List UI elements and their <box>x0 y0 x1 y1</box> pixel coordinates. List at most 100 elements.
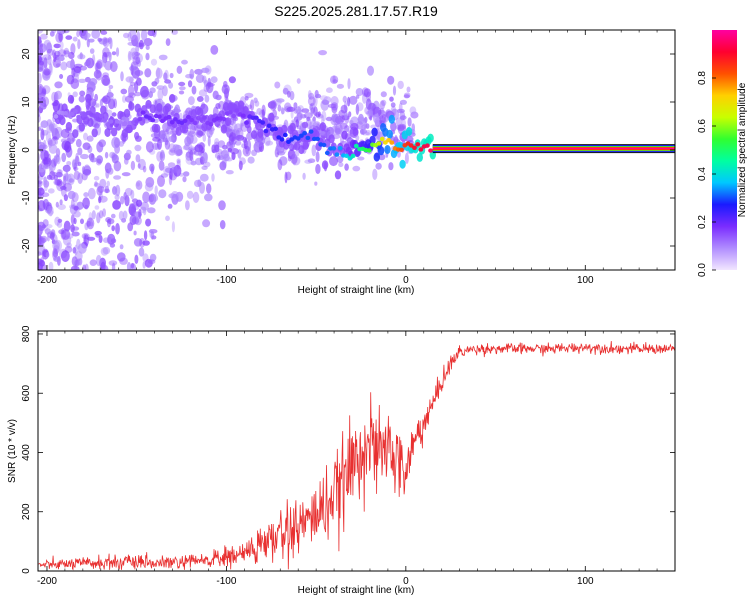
spectrogram-noise-blob <box>71 67 76 78</box>
spectrogram-noise-blob <box>119 244 124 250</box>
spectrogram-noise-blob <box>56 56 65 61</box>
spectrogram-noise-blob <box>395 117 403 126</box>
spectrogram-noise-blob <box>370 124 377 129</box>
spectrogram-ridge-peak <box>173 117 178 122</box>
spectrogram-noise-blob <box>179 86 186 91</box>
spectrogram-noise-blob <box>309 103 314 111</box>
spectrogram-noise-blob <box>375 162 382 170</box>
spectrogram-noise-blob <box>336 83 344 89</box>
spectrogram-noise-blob <box>121 218 127 223</box>
spectrogram-noise-blob <box>86 236 96 241</box>
spectrogram-ridge-halo <box>405 127 413 136</box>
spectrogram-ridge-peak <box>286 139 291 144</box>
spectrogram-noise-blob <box>95 158 102 166</box>
spectrogram-noise-blob <box>78 78 87 83</box>
spectrogram-noise-blob <box>301 121 309 129</box>
spectrogram-noise-blob <box>72 226 80 231</box>
spectrogram-noise-blob <box>277 159 283 171</box>
spectrogram-noise-blob <box>85 57 95 69</box>
spectrogram-noise-blob <box>186 190 194 199</box>
spectrogram-ridge-halo <box>427 133 434 143</box>
snr-x-axis-label: Height of straight line (km) <box>298 585 415 596</box>
spectrogram-ridge-peak <box>331 146 337 151</box>
spectrogram-noise-blob <box>60 61 68 71</box>
spectrogram-noise-blob <box>63 50 70 55</box>
spectrogram-noise-blob <box>38 179 43 185</box>
spectrogram-noise-blob <box>38 42 42 50</box>
spectrogram-noise-blob <box>347 78 351 90</box>
spectrogram-noise-blob <box>57 204 66 210</box>
spectrogram-noise-blob <box>308 92 315 100</box>
spectrogram-noise-blob <box>234 140 242 146</box>
spectrogram-noise-blob <box>151 81 158 87</box>
spectrogram-noise-blob <box>127 31 132 42</box>
spectrogram-noise-blob <box>318 50 327 56</box>
spectrogram-noise-blob <box>201 147 205 154</box>
spectrogram-noise-blob <box>70 265 80 270</box>
spectrogram-ridge-halo <box>250 130 258 140</box>
spectrogram-noise-blob <box>68 178 75 183</box>
spectrogram-noise-blob <box>39 142 44 149</box>
spectrogram-noise-blob <box>158 189 167 199</box>
spectrogram-noise-blob <box>46 205 51 215</box>
spectrogram-noise-blob <box>198 89 208 97</box>
spectrogram-noise-blob <box>367 65 374 76</box>
spectrogram-noise-blob <box>128 84 135 97</box>
spectrogram-ridge-peak <box>53 114 59 119</box>
spectrogram-ridge-peak <box>260 120 266 125</box>
spectrogram-noise-blob <box>253 97 258 104</box>
spectrogram-noise-blob <box>307 158 316 163</box>
spectrogram-ridge-peak <box>234 108 240 113</box>
spectrogram-noise-blob <box>150 230 155 240</box>
spectrogram-noise-blob <box>47 55 52 66</box>
spectrogram-noise-blob <box>107 167 114 175</box>
spectrogram-noise-blob <box>38 30 44 34</box>
spectrogram-noise-blob <box>335 125 341 136</box>
spectrogram-noise-blob <box>40 128 45 141</box>
spectrogram-noise-blob <box>365 130 372 136</box>
spectrogram-ridge-peak <box>182 118 188 124</box>
spectrogram-noise-blob <box>109 37 113 50</box>
spectrogram-noise-blob <box>144 68 152 78</box>
spectrogram-noise-blob <box>140 85 149 98</box>
spectrogram-noise-blob <box>100 261 106 270</box>
spectrogram-noise-blob <box>373 113 380 124</box>
spectrogram-ridge-peak <box>315 136 320 142</box>
spectrogram-noise-blob <box>411 123 416 133</box>
spectrogram-noise-blob <box>46 42 53 54</box>
spectrogram-noise-blob <box>43 176 47 186</box>
spectrogram-noise-blob <box>299 122 305 133</box>
spectrogram-noise-blob <box>49 31 55 37</box>
spectrogram-ridge-halo <box>181 124 189 134</box>
spectrogram-noise-blob <box>55 32 64 43</box>
spectrogram-noise-blob <box>176 158 181 164</box>
spectrogram-noise-blob <box>82 264 87 270</box>
spectrogram-noise-blob <box>330 125 339 136</box>
spectrogram-ridge-peak <box>379 136 385 142</box>
spectrogram-noise-blob <box>143 38 153 46</box>
spectrogram-y-tick-label: -20 <box>21 238 32 253</box>
spectrogram-noise-blob <box>96 141 104 153</box>
spectrogram-ridge-halo <box>416 152 423 162</box>
spectrogram-noise-blob <box>107 95 115 107</box>
spectrogram-noise-blob <box>125 76 134 83</box>
spectrogram-ridge-halo <box>289 122 296 132</box>
spectrogram-noise-blob <box>73 210 81 218</box>
spectrogram-noise-blob <box>357 156 365 161</box>
spectrogram-noise-blob <box>38 141 46 151</box>
spectrogram-noise-blob <box>347 129 357 135</box>
spectrogram-noise-blob <box>38 234 43 247</box>
spectrogram-noise-blob <box>115 184 121 197</box>
spectrogram-noise-blob <box>97 37 103 42</box>
spectrogram-ridge-peak <box>111 112 117 117</box>
spectrogram-noise-blob <box>51 158 57 168</box>
spectrogram-noise-blob <box>38 221 46 231</box>
spectrogram-noise-blob <box>328 103 337 109</box>
spectrogram-noise-blob <box>224 87 229 99</box>
spectrogram-noise-blob <box>134 51 140 57</box>
spectrogram-noise-blob <box>379 100 385 110</box>
spectrogram-ridge-peak <box>231 113 237 119</box>
spectrogram-noise-blob <box>38 125 43 132</box>
